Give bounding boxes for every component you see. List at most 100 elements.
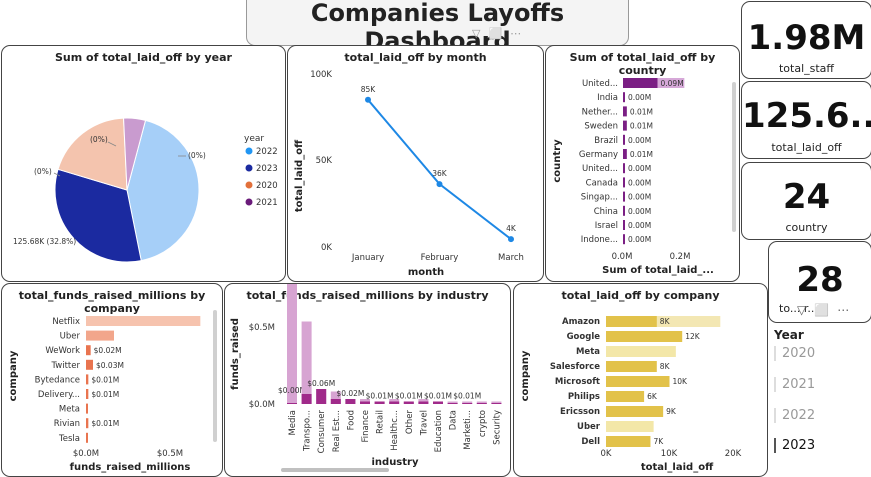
x-tick: February (421, 253, 459, 263)
bar-highlight (447, 403, 458, 404)
laidoff-company-chart-card[interactable]: total_laid_off by company total_laid_off… (513, 283, 768, 477)
legend-marker (245, 198, 253, 206)
pie-slice-label: (0%) (34, 167, 52, 176)
slicer-item-2022[interactable]: 2022 (774, 408, 815, 423)
data-label: 6K (647, 392, 658, 401)
bar (623, 220, 625, 230)
legend-title: year (244, 134, 264, 144)
data-label: $0.01M (453, 392, 481, 401)
y-tick: Delivery... (38, 390, 80, 400)
bar (462, 401, 473, 404)
country-chart-card[interactable]: Sum of total_laid_off by country Sum of … (545, 45, 740, 282)
x-tick: March (498, 253, 524, 263)
y-tick: Dell (581, 437, 600, 447)
scrollbar[interactable] (281, 468, 389, 472)
bar (606, 361, 657, 372)
funds-industry-chart-card[interactable]: total_funds_raised_millions by industry … (224, 283, 511, 477)
scrollbar[interactable] (732, 82, 736, 232)
line-chart-card[interactable]: total_laid_off by month month total_laid… (287, 45, 544, 282)
data-label: $0.01M (395, 392, 423, 401)
filter-icon[interactable]: ▽ (797, 303, 815, 317)
y-tick: United... (582, 164, 618, 174)
expand-icon[interactable]: ⬜ (488, 27, 511, 40)
bar (447, 401, 458, 404)
chart-title: total_laid_off by month (344, 51, 487, 64)
bar (86, 389, 89, 399)
bar (623, 92, 625, 103)
data-label: 0.01M (630, 150, 653, 159)
x-tick: Consumer (317, 409, 327, 453)
data-label: 0.00M (628, 164, 651, 173)
slicer-item-2021[interactable]: 2021 (774, 377, 815, 392)
bar (491, 401, 502, 404)
bar (86, 330, 114, 341)
x-tick: Transpo... (303, 410, 313, 452)
y-tick: Meta (59, 405, 80, 415)
bar (606, 436, 651, 447)
y-tick: $0.5M (249, 323, 275, 333)
y-tick: Nether... (582, 107, 618, 117)
y-tick: Rivian (54, 419, 80, 429)
x-axis-label: industry (371, 457, 418, 468)
kpi-card-total-staff[interactable]: 1.98M total_staff (741, 1, 871, 79)
data-label: 8K (660, 362, 671, 371)
y-tick: Canada (586, 178, 618, 188)
kpi-card-country[interactable]: 24 country (741, 162, 871, 240)
y-axis-label: funds_raised (230, 318, 241, 390)
filter-icon[interactable]: ▽ (472, 27, 489, 40)
bar-highlight (374, 401, 385, 404)
data-label: 4K (506, 224, 517, 233)
data-label: 0.00M (628, 193, 651, 202)
bar (287, 284, 297, 404)
funds-company-chart-card[interactable]: total_funds_raised_millions by company f… (1, 283, 223, 477)
data-label: 0.00M (628, 221, 651, 230)
more-icon[interactable]: ⋯ (510, 27, 530, 40)
y-tick: Salesforce (550, 362, 600, 372)
bar (623, 149, 627, 159)
x-tick: Finance (361, 410, 371, 443)
bar (86, 403, 88, 414)
x-tick: 10K (661, 449, 678, 459)
y-tick: Indone... (581, 235, 618, 245)
x-tick: 0.2M (670, 252, 691, 262)
visual-header-icons: ▽⬜⋯ (797, 303, 857, 317)
data-label: $0.01M (366, 392, 394, 401)
data-label: 7K (653, 437, 664, 446)
data-label: 0.00M (628, 136, 651, 145)
y-tick: Meta (576, 347, 600, 357)
bar-highlight (462, 403, 473, 404)
country-bar-chart: Sum of total_laid_... country 0.0M 0.2M … (552, 78, 736, 276)
line-chart: month total_laid_off 100K 50K 0K 85K Janu… (294, 70, 524, 278)
data-label: 0.00M (628, 93, 651, 102)
funds-industry-bar-chart: industry funds_raised $0.5M $0.0M $0.00M… (230, 284, 502, 472)
kpi-value: 125.6... (742, 96, 871, 136)
x-tick: Other (405, 410, 415, 435)
x-tick: Food (346, 410, 356, 430)
y-tick: 50K (316, 156, 333, 166)
slicer-item-2020[interactable]: 2020 (774, 346, 815, 361)
bar (623, 177, 625, 188)
y-tick: Amazon (562, 317, 600, 327)
scrollbar[interactable] (213, 310, 217, 442)
pie-slice-label: 125.68K (32.8%) (13, 237, 76, 246)
kpi-card-total-companies[interactable]: 28 to... r... ▽⬜⋯ (768, 241, 871, 323)
legend-entry: 2023 (256, 164, 278, 174)
kpi-card-total-laid-off[interactable]: 125.6... total_laid_off (741, 81, 871, 159)
kpi-label: total_laid_off (771, 141, 842, 154)
bar (86, 432, 88, 443)
pie-slice-2020 (57, 117, 128, 191)
data-label: 12K (685, 332, 701, 341)
pie-chart-card[interactable]: Sum of total_laid_off by year year (0%) (… (1, 45, 286, 282)
bar-highlight (433, 401, 443, 404)
x-axis-label: month (408, 267, 444, 278)
slicer-item-2023[interactable]: 2023 (774, 438, 815, 453)
more-icon[interactable]: ⋯ (837, 303, 858, 317)
expand-icon[interactable]: ⬜ (814, 303, 838, 317)
x-tick: 0K (601, 449, 612, 459)
x-tick: Healthc... (390, 410, 400, 451)
x-tick: $0.0M (73, 449, 99, 459)
chart-title: total_funds_raised_millions by company (18, 289, 206, 315)
y-axis-label: total_laid_off (294, 139, 305, 212)
legend-marker (245, 181, 253, 189)
data-label: 0.00M (628, 207, 651, 216)
